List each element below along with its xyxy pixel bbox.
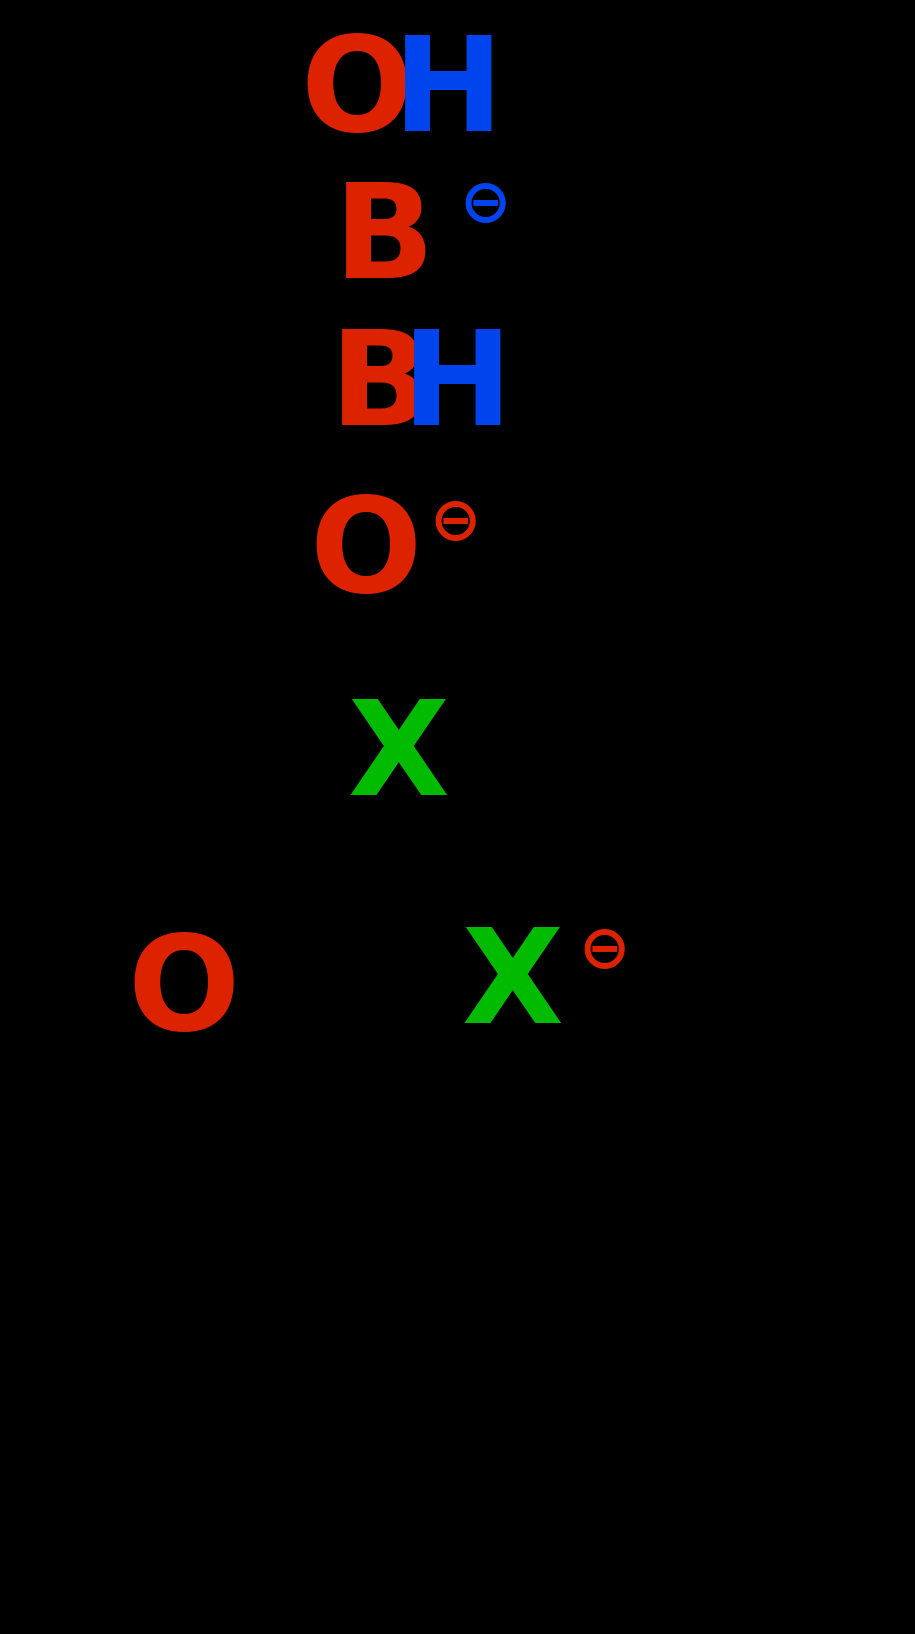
Text: H: H	[403, 325, 512, 453]
Text: O: O	[310, 492, 422, 619]
Text: B: B	[329, 325, 430, 453]
Text: O: O	[301, 31, 413, 158]
Text: H: H	[393, 31, 503, 158]
Text: ⊖: ⊖	[578, 922, 630, 980]
Text: X: X	[347, 694, 449, 822]
Text: B: B	[334, 178, 435, 306]
Text: O: O	[127, 930, 239, 1057]
Text: X: X	[461, 923, 564, 1051]
Text: ⊖: ⊖	[459, 175, 511, 234]
Text: ⊖: ⊖	[429, 493, 480, 552]
